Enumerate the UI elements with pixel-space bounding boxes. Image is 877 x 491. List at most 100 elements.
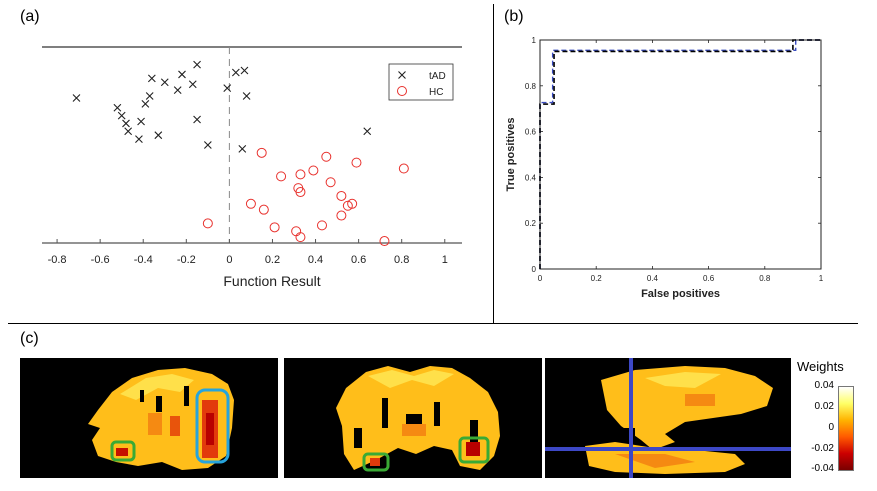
- tissue-gap-2: [434, 402, 440, 426]
- data-point-hc: [379, 236, 390, 247]
- data-point-tad: [137, 117, 145, 126]
- colorbar-tick-label: 0: [828, 422, 834, 433]
- tissue-dark-2: [170, 416, 180, 436]
- green-roi-box-right: [458, 436, 490, 464]
- tissue-gap-3: [406, 414, 422, 424]
- data-point-tad: [238, 145, 247, 153]
- data-point-hc: [336, 190, 347, 201]
- right-hotspot: [466, 442, 480, 456]
- data-point-tad: [154, 131, 163, 140]
- data-point-tad: [242, 92, 251, 100]
- colorbar-tick-label: 0.04: [814, 380, 834, 391]
- data-point-hc: [245, 198, 256, 209]
- data-point-hc: [325, 177, 336, 188]
- legend-label: HC: [429, 87, 443, 98]
- y-tick-label: 0.6: [525, 128, 537, 137]
- brain-tissue: [601, 366, 773, 450]
- data-point-tad: [147, 74, 156, 83]
- colorbar-gradient: [838, 386, 854, 471]
- data-point-tad: [117, 111, 126, 120]
- x-tick-label: 0: [226, 254, 232, 266]
- tissue-bright: [645, 372, 721, 388]
- x-tick-label: 0.2: [591, 274, 603, 283]
- data-point-hc: [351, 157, 362, 168]
- tissue-gap-1: [382, 398, 388, 428]
- data-point-hc: [269, 222, 280, 233]
- legend-marker-hc: [397, 86, 407, 96]
- green-roi-box-left: [362, 452, 390, 472]
- data-point-hc: [291, 226, 302, 237]
- panel-label-c: (c): [20, 330, 39, 347]
- legend-label: tAD: [429, 71, 446, 82]
- data-point-tad: [113, 103, 122, 112]
- y-tick-label: 0.4: [525, 173, 537, 182]
- x-tick-label: 1: [819, 274, 824, 283]
- x-tick-label: -0.8: [48, 254, 67, 266]
- data-point-hc: [295, 169, 306, 180]
- data-point-tad: [178, 70, 186, 79]
- x-tick-label: 0.6: [351, 254, 366, 266]
- tissue-gap-2: [184, 386, 189, 406]
- data-point-hc: [276, 171, 287, 182]
- plot-frame: [539, 39, 822, 270]
- tissue-bright: [120, 374, 194, 400]
- data-point-tad: [160, 78, 169, 87]
- colorbar-tick-label: 0.02: [814, 401, 834, 412]
- x-tick-label: 0: [538, 274, 543, 283]
- lower-tissue-orange: [615, 454, 695, 468]
- data-point-hc: [256, 147, 267, 158]
- horizontal-divider: [8, 323, 858, 324]
- y-tick-label: 0.8: [525, 82, 537, 91]
- data-point-tad: [193, 60, 201, 69]
- data-point-tad: [124, 127, 133, 136]
- tissue-gap-1: [156, 396, 162, 412]
- data-point-tad: [223, 84, 232, 93]
- data-point-hc: [293, 183, 304, 194]
- legend-marker-tad: [398, 71, 406, 79]
- data-point-tad: [231, 68, 240, 77]
- data-point-tad: [193, 115, 201, 124]
- sagittal-slice: [20, 358, 278, 478]
- scatter-chart: -0.8 -0.6 -0.4 -0.2 0 0.2 0.4 0.6 0.8 1 Function R…: [42, 46, 462, 289]
- data-point-tad: [188, 80, 197, 89]
- data-point-tad: [173, 86, 182, 95]
- x-tick-label: -0.4: [134, 254, 153, 266]
- data-point-tad: [363, 127, 372, 136]
- roc-chart: 0 0.2 0.4 0.6 0.8 1 0 0.2 0.4 0.6 0.8 1 False positi…: [505, 36, 824, 300]
- temporal-spot: [116, 448, 128, 456]
- x-tick-label: 0.6: [703, 274, 715, 283]
- y-tick-label: 1: [532, 36, 537, 45]
- data-point-tad: [135, 135, 143, 144]
- data-point-hc: [347, 198, 358, 209]
- x-tick-label: 1: [442, 254, 448, 266]
- x-tick-label: 0.2: [265, 254, 280, 266]
- x-tick-label: 0.4: [308, 254, 323, 266]
- roc-curve-black: [539, 39, 821, 269]
- x-tick-label: 0.8: [759, 274, 771, 283]
- tissue-dark-1: [148, 413, 162, 435]
- tissue-dark: [402, 424, 426, 436]
- data-point-hc: [317, 220, 327, 231]
- tissue-bright: [368, 370, 454, 388]
- x-tick-label: -0.2: [177, 254, 196, 266]
- data-point-tad: [240, 66, 249, 75]
- x-axis-label: False positives: [641, 288, 720, 300]
- x-axis-label: Function Result: [223, 273, 320, 289]
- coronal-slice: [284, 358, 542, 478]
- data-point-hc: [342, 200, 353, 211]
- tissue-gap-3: [140, 390, 144, 402]
- data-point-tad: [145, 92, 154, 100]
- data-point-tad: [72, 94, 81, 102]
- colorbar-tick-label: -0.02: [811, 443, 834, 454]
- green-roi-box: [110, 440, 136, 462]
- legend-box: [388, 63, 454, 101]
- data-point-tad: [122, 119, 130, 128]
- panel-label-a: (a): [20, 8, 40, 25]
- data-point-hc: [308, 165, 319, 176]
- data-point-tad: [203, 141, 212, 149]
- data-point-hc: [398, 163, 409, 174]
- x-tick-label: -0.6: [91, 254, 110, 266]
- y-tick-label: 0: [532, 265, 537, 274]
- data-point-hc: [295, 232, 306, 243]
- data-point-hc: [321, 151, 332, 162]
